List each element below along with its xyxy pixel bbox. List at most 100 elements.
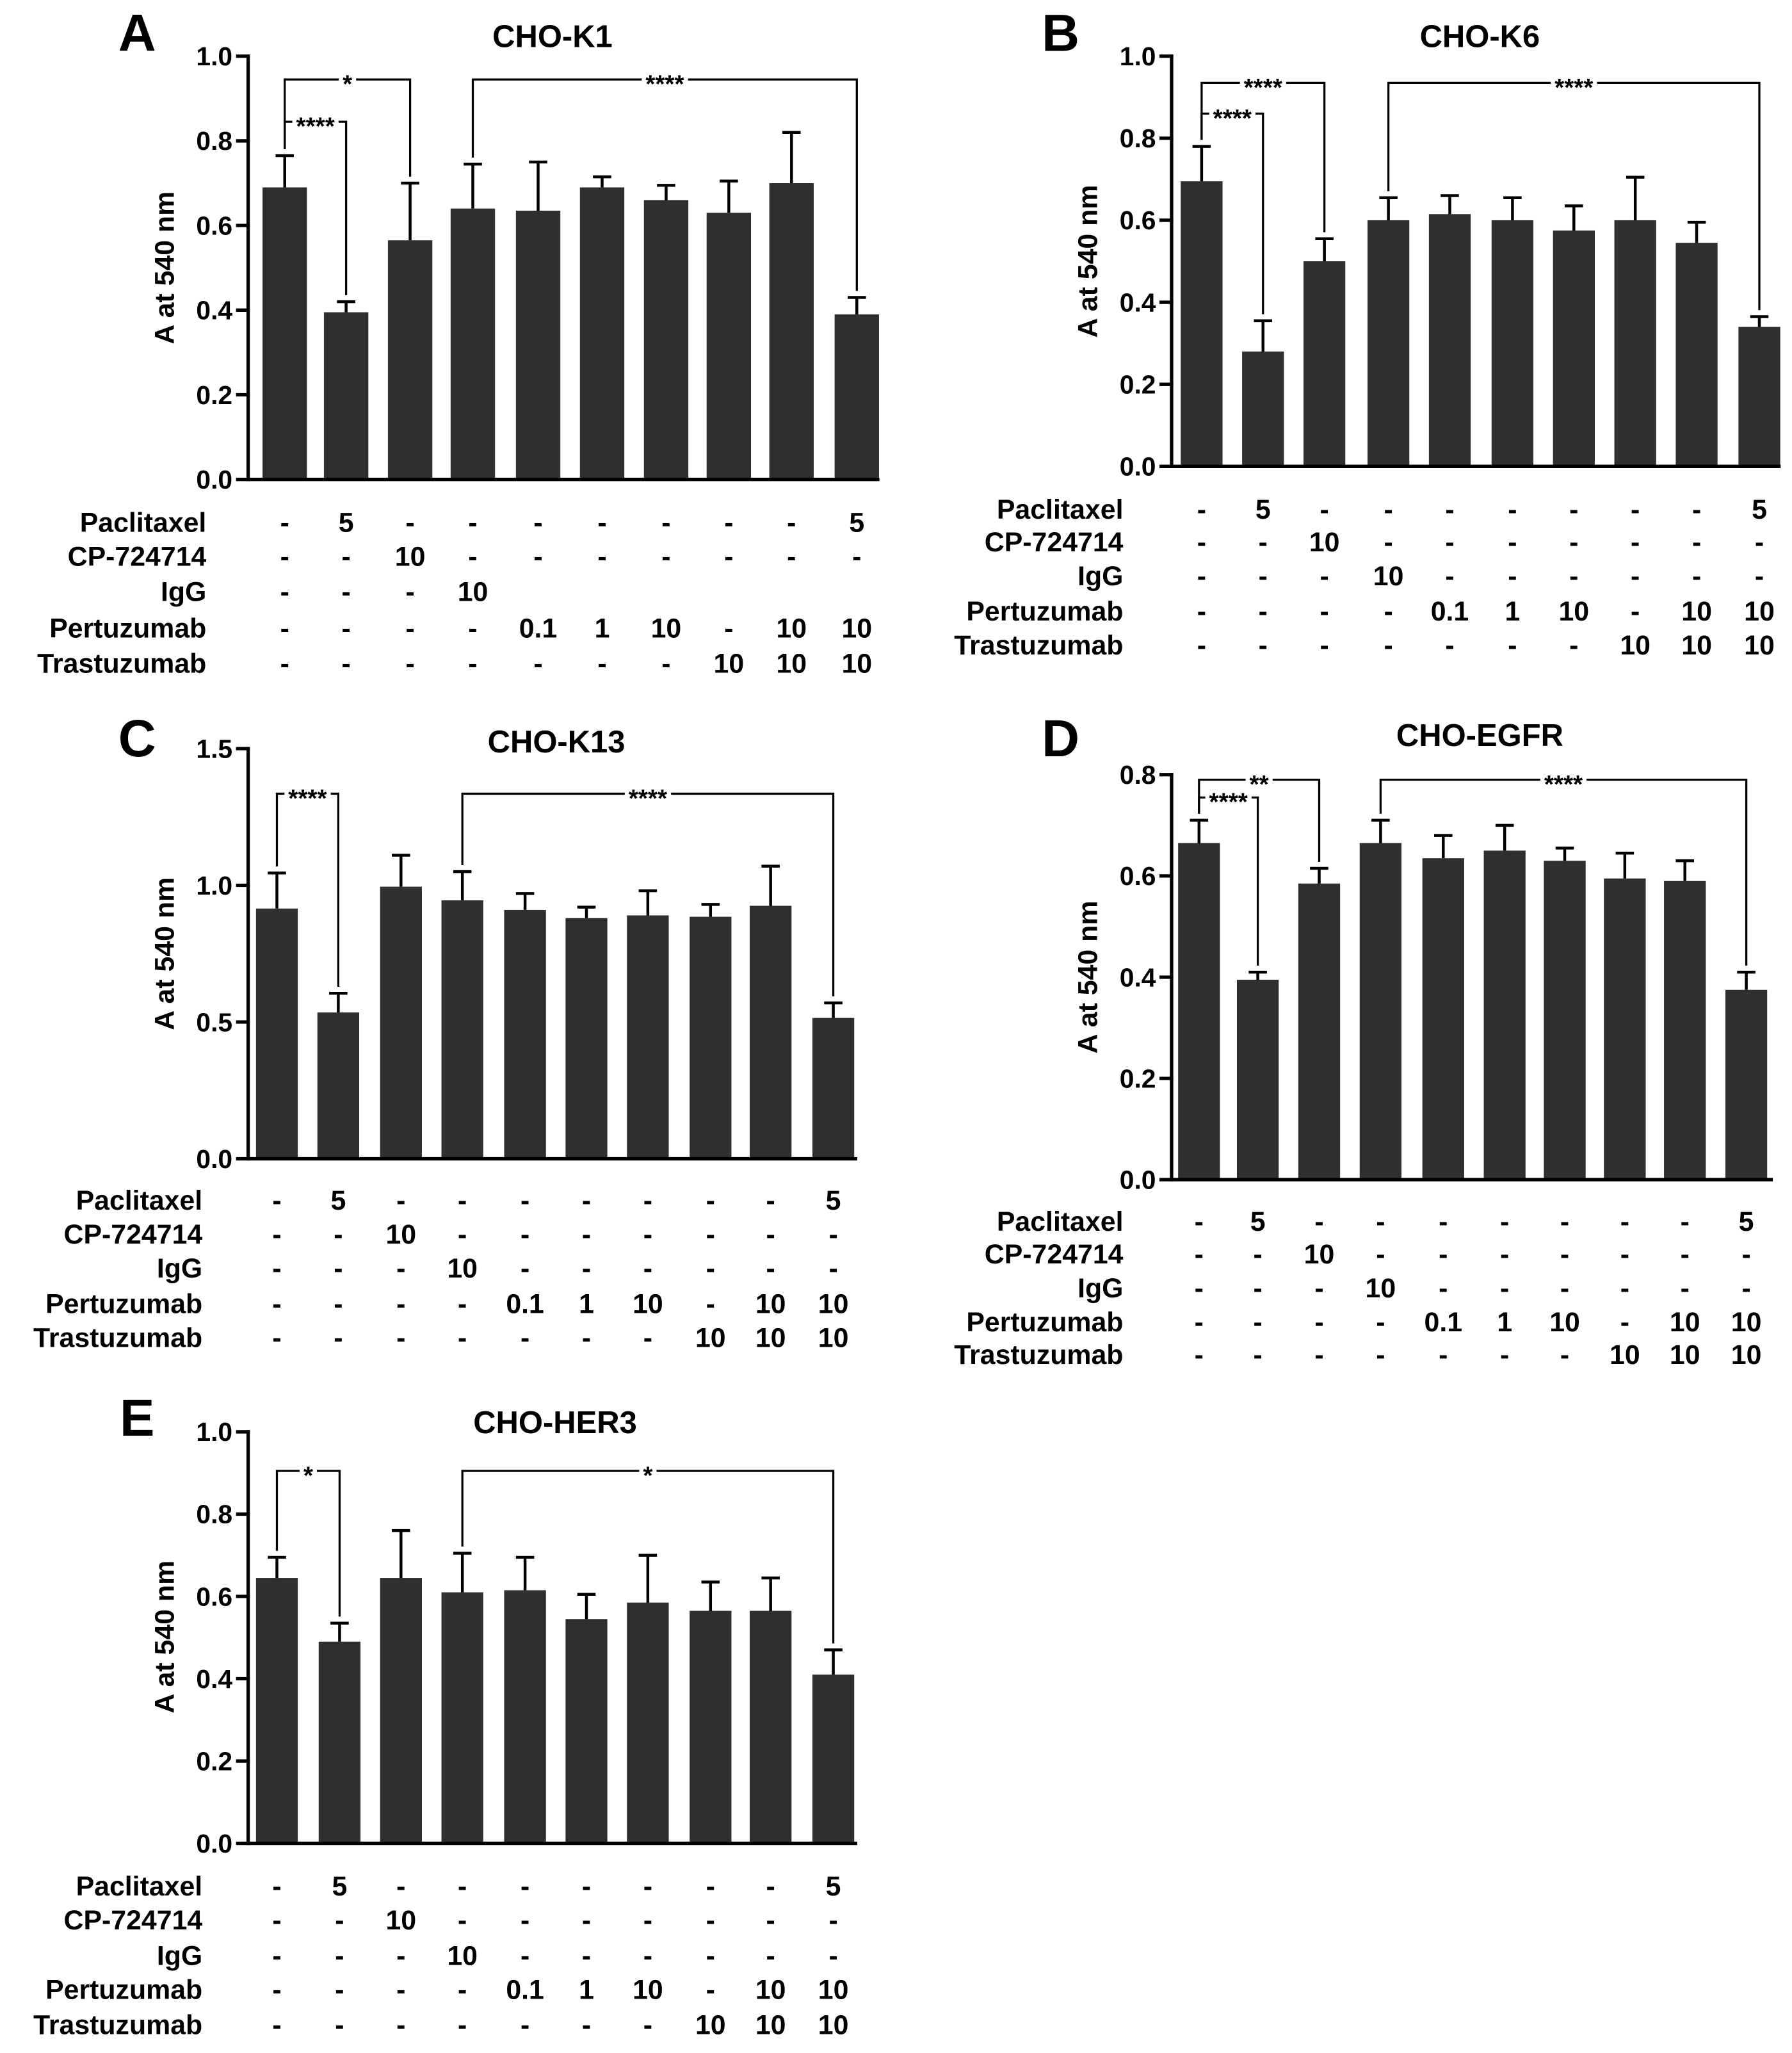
table-cell-B-5-10: 10 [1744, 630, 1775, 661]
table-cell-C-5-8: 10 [695, 1322, 726, 1353]
table-cell-A-4-7: 10 [651, 613, 682, 644]
table-cell-E-5-1: - [272, 2009, 281, 2040]
chart-title-D: CHO-EGFR [1396, 718, 1563, 753]
significance-bracket-E-2 [461, 1470, 835, 1644]
table-cell-C-2-5: - [521, 1219, 529, 1250]
table-cell-B-1-6: - [1508, 494, 1517, 525]
panel-letter-B: B [1042, 4, 1079, 63]
error-bar-B-4 [1379, 196, 1398, 220]
significance-bracket-D-3 [1379, 779, 1748, 966]
table-cell-E-4-8: - [706, 1974, 715, 2005]
table-cell-A-1-10: 5 [849, 507, 864, 538]
table-row-label-A-1: Paclitaxel [80, 507, 207, 538]
table-row-label-B-3: IgG [1078, 561, 1123, 592]
table-cell-B-3-4: 10 [1373, 561, 1404, 592]
table-cell-E-3-9: - [766, 1940, 775, 1971]
table-cell-D-1-5: - [1439, 1206, 1448, 1237]
table-cell-C-5-7: - [643, 1322, 652, 1353]
table-cell-A-2-2: - [341, 541, 350, 572]
table-cell-D-3-7: - [1560, 1273, 1569, 1304]
table-cell-D-3-3: - [1314, 1273, 1323, 1304]
significance-label-C-2: **** [629, 785, 668, 813]
table-cell-C-5-3: - [396, 1322, 405, 1353]
table-cell-B-5-2: - [1259, 630, 1268, 661]
bar-D-1 [1178, 843, 1220, 1180]
table-cell-A-5-5: - [533, 649, 542, 679]
table-cell-E-1-4: - [458, 1871, 467, 1902]
ytick-label-A-1: 0.2 [196, 380, 232, 410]
table-cell-B-2-2: - [1259, 527, 1268, 558]
bar-A-8 [706, 213, 752, 480]
bar-B-6 [1491, 220, 1534, 467]
error-bar-A-3 [401, 181, 419, 241]
table-row-label-D-1: Paclitaxel [997, 1206, 1124, 1237]
table-cell-E-2-1: - [272, 1905, 281, 1936]
table-cell-C-1-4: - [458, 1185, 467, 1216]
ytick-label-D-1: 0.2 [1120, 1064, 1156, 1093]
table-cell-E-2-2: - [335, 1905, 344, 1936]
table-cell-C-3-7: - [643, 1253, 652, 1284]
table-cell-C-5-4: - [458, 1322, 467, 1353]
table-row-label-C-5: Trastuzumab [33, 1322, 202, 1353]
significance-bracket-A-3 [471, 78, 858, 291]
table-cell-B-1-5: - [1445, 494, 1454, 525]
error-bar-D-2 [1248, 970, 1267, 980]
error-bar-E-1 [268, 1555, 286, 1578]
table-cell-B-1-10: 5 [1752, 494, 1767, 525]
bar-B-9 [1675, 243, 1718, 467]
table-cell-B-5-6: - [1508, 630, 1517, 661]
table-cell-E-2-5: - [521, 1905, 529, 1936]
bar-D-3 [1298, 883, 1341, 1180]
table-cell-D-4-5: 0.1 [1425, 1307, 1463, 1338]
table-cell-D-2-3: 10 [1304, 1239, 1335, 1270]
bar-B-3 [1304, 261, 1346, 467]
table-cell-C-4-9: 10 [755, 1288, 786, 1319]
error-bar-A-7 [657, 184, 675, 200]
error-bar-B-2 [1254, 319, 1273, 352]
table-cell-B-3-9: - [1692, 561, 1701, 592]
table-cell-E-3-7: - [643, 1940, 652, 1971]
bar-C-8 [690, 916, 732, 1159]
y-axis-label-C: A at 540 nm [149, 877, 180, 1030]
table-cell-C-3-3: - [396, 1253, 405, 1284]
table-cell-B-2-9: - [1692, 527, 1701, 558]
table-cell-C-5-10: 10 [818, 1322, 849, 1353]
bar-D-6 [1483, 850, 1526, 1180]
bar-D-7 [1544, 861, 1586, 1180]
table-cell-D-1-8: - [1620, 1206, 1629, 1237]
table-cell-E-1-3: - [396, 1871, 405, 1902]
table-cell-C-1-6: - [582, 1185, 591, 1216]
table-cell-D-4-3: - [1314, 1307, 1323, 1338]
table-cell-D-5-10: 10 [1731, 1340, 1762, 1370]
table-row-label-A-3: IgG [161, 576, 206, 607]
error-bar-A-5 [529, 160, 547, 211]
significance-label-D-2: **** [1209, 789, 1248, 816]
table-cell-A-5-6: - [597, 649, 606, 679]
table-cell-E-4-10: 10 [818, 1974, 849, 2005]
panel-A: A CHO-K10.00.20.40.60.81.0A at 540 nm****… [37, 4, 880, 679]
table-cell-C-3-1: - [272, 1253, 281, 1284]
ytick-label-B-3: 0.6 [1120, 206, 1156, 235]
ytick-label-E-4: 0.8 [196, 1500, 232, 1529]
table-cell-E-1-7: - [643, 1871, 652, 1902]
table-cell-D-3-10: - [1741, 1273, 1750, 1304]
table-cell-B-4-5: 0.1 [1431, 596, 1469, 627]
table-cell-A-5-1: - [280, 649, 289, 679]
table-cell-C-3-8: - [706, 1253, 715, 1284]
table-cell-D-3-8: - [1620, 1273, 1629, 1304]
table-cell-E-2-3: 10 [385, 1905, 416, 1936]
table-cell-B-4-8: - [1631, 596, 1640, 627]
table-row-label-C-1: Paclitaxel [76, 1185, 203, 1216]
table-cell-E-5-6: - [582, 2009, 591, 2040]
table-cell-D-2-1: - [1195, 1239, 1204, 1270]
table-cell-C-3-5: - [521, 1253, 529, 1284]
table-cell-D-3-6: - [1500, 1273, 1509, 1304]
table-cell-E-2-7: - [643, 1905, 652, 1936]
table-cell-A-4-1: - [280, 613, 289, 644]
ytick-label-C-1: 0.5 [196, 1007, 232, 1037]
table-cell-A-1-7: - [661, 507, 670, 538]
table-cell-D-2-10: - [1741, 1239, 1750, 1270]
table-cell-B-3-3: - [1320, 561, 1329, 592]
table-cell-A-2-7: - [661, 541, 670, 572]
error-bar-C-4 [453, 870, 472, 900]
